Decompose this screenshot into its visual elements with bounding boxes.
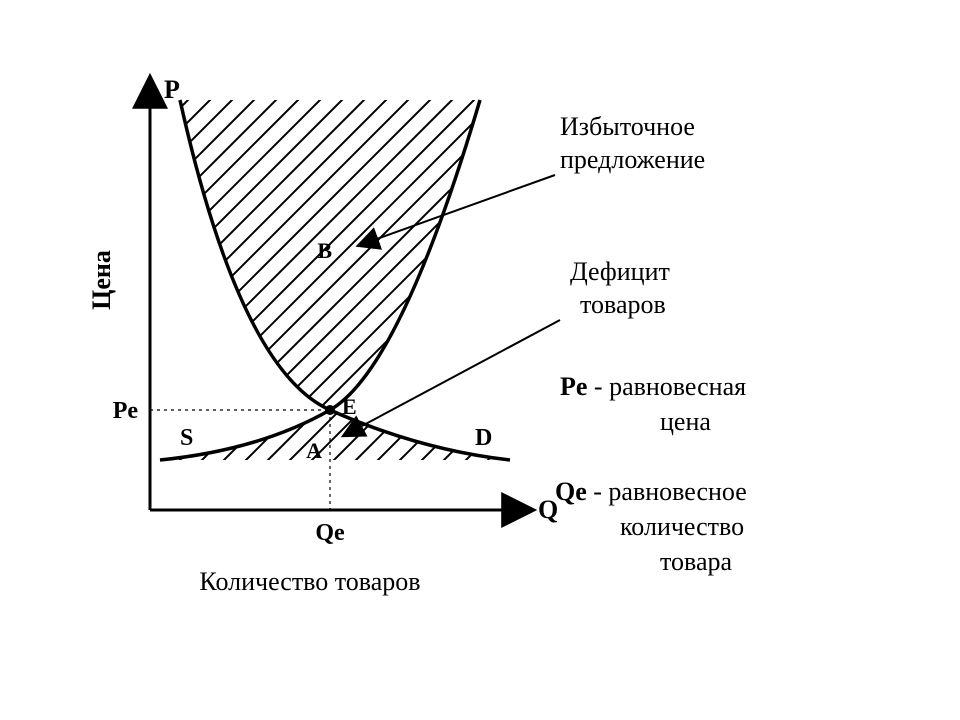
deficit-arrow bbox=[345, 320, 560, 435]
deficit-text-1: Дефицит bbox=[570, 257, 670, 286]
surplus-text-1: Избыточное bbox=[560, 112, 695, 141]
supply-label: S bbox=[180, 425, 193, 451]
pe-definition-2: цена bbox=[660, 407, 711, 436]
qe-tick: Qe bbox=[315, 520, 345, 546]
pe-definition-1: Pe - равновесная bbox=[560, 372, 746, 401]
y-axis-title: Цена bbox=[87, 250, 116, 310]
surplus-text-2: предложение bbox=[560, 145, 705, 174]
equilibrium-point bbox=[325, 405, 335, 415]
pe-tick: Pe bbox=[113, 398, 139, 424]
x-axis-title: Количество товаров bbox=[199, 567, 420, 596]
point-B-label: B bbox=[317, 238, 332, 263]
equilibrium-label: E bbox=[342, 394, 357, 419]
point-A-label: A bbox=[306, 438, 322, 463]
qe-definition-1: Qe - равновесное bbox=[555, 477, 747, 506]
deficit-text-2: товаров bbox=[580, 290, 666, 319]
qe-definition-2: количество bbox=[620, 512, 744, 541]
qe-definition-3: товара bbox=[660, 547, 732, 576]
y-axis-label: P bbox=[164, 75, 180, 104]
demand-label: D bbox=[475, 425, 492, 451]
